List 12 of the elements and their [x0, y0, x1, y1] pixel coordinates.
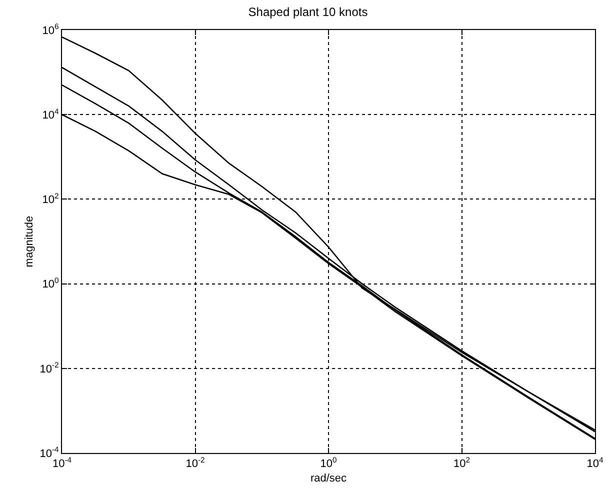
- y-tick-label: 10$^{0}$: [42, 276, 59, 291]
- x-tick-label: 10$^{-2}$: [186, 456, 205, 470]
- y-tick-label: 10$^{4}$: [42, 106, 60, 122]
- y-tick-label: 10$^{-2}$: [40, 360, 59, 376]
- y-axis-title: magnitude: [23, 216, 36, 268]
- x-tick-label: 10$^{2}$: [453, 456, 470, 470]
- y-tick-label: 10$^{2}$: [42, 191, 59, 206]
- x-axis-title: rad/sec: [310, 472, 348, 484]
- chart-title: Shaped plant 10 knots: [248, 4, 368, 19]
- x-tick-label: 10$^{4}$: [586, 456, 604, 470]
- y-tick-label: 10$^{6}$: [42, 22, 59, 37]
- x-tick-label: 10$^{0}$: [320, 456, 337, 470]
